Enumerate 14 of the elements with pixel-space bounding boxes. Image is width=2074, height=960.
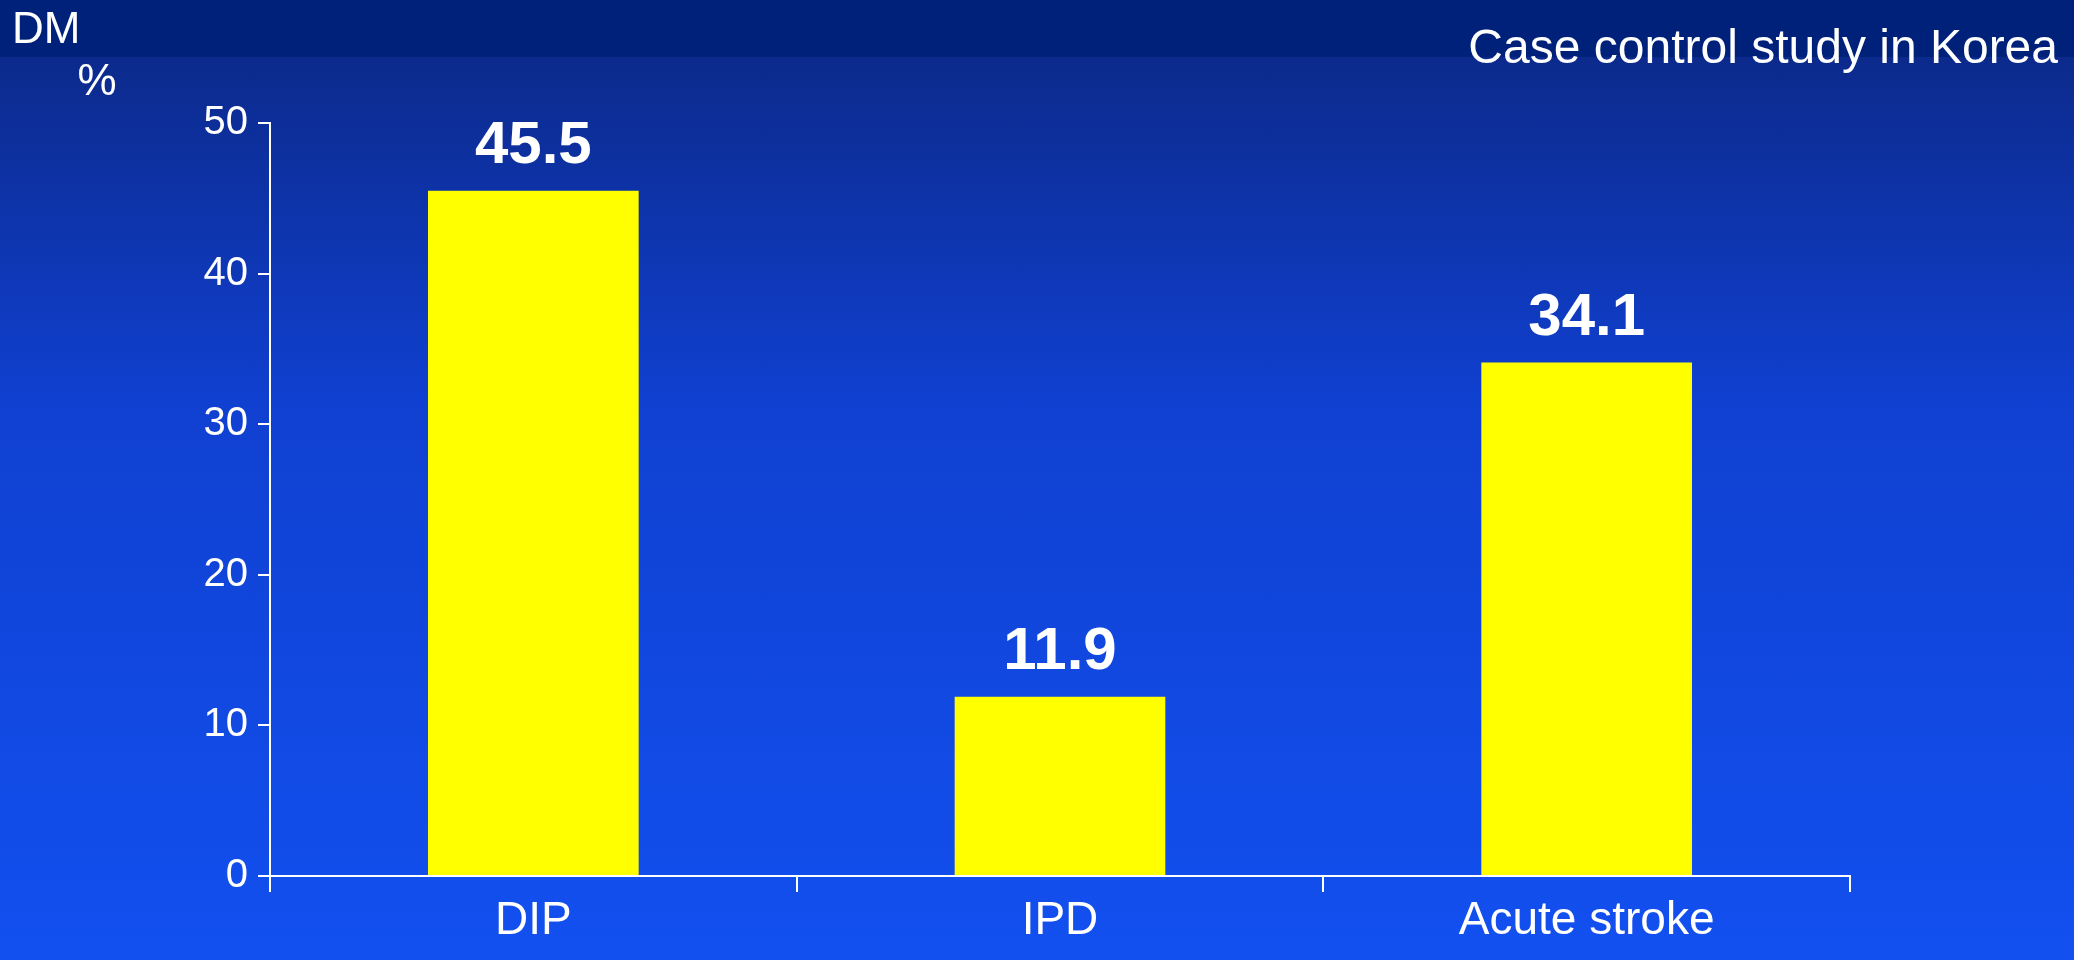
y-tick-label: 10 (203, 700, 248, 745)
x-tick-label: DIP (494, 892, 572, 945)
data-label: 34.1 (1528, 281, 1646, 348)
y-tick-label: 20 (203, 549, 248, 594)
x-tick-label: IPD (1021, 892, 1099, 945)
chart-title: Case control study in Korea (1468, 20, 2059, 74)
y-tick-label: 50 (203, 98, 248, 143)
y-axis-title: DM % (12, 3, 117, 105)
data-label: 45.5 (474, 109, 592, 177)
y-tick-label: 30 (203, 399, 248, 444)
y-tick-label: 0 (225, 851, 248, 896)
x-tick-label: Acute stroke (1458, 892, 1715, 945)
data-label: 11.9 (1003, 615, 1117, 683)
y-tick-label: 40 (203, 248, 248, 293)
